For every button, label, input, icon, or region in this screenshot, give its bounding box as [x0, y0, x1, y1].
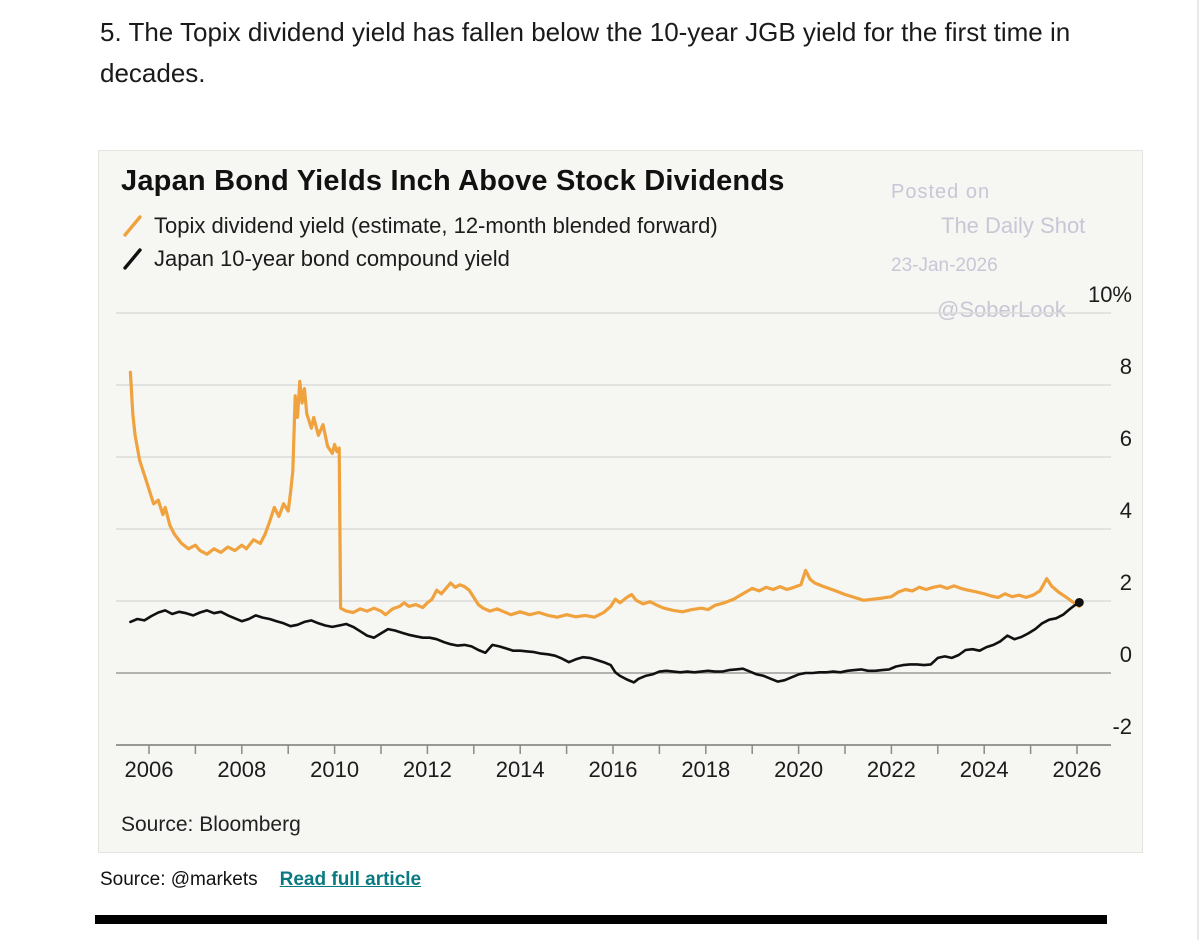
source-prefix: Source: @markets [100, 869, 258, 890]
x-axis-label: 2016 [588, 757, 638, 782]
x-axis-label: 2026 [1052, 757, 1102, 782]
x-axis-label: 2012 [402, 757, 452, 782]
x-axis-label: 2018 [681, 757, 731, 782]
y-axis-label: 8 [1119, 354, 1132, 379]
legend-item: Topix dividend yield (estimate, 12-month… [123, 209, 718, 242]
x-axis-label: 2022 [866, 757, 916, 782]
y-axis-label: 10% [1087, 282, 1132, 307]
y-axis-label: 0 [1119, 642, 1132, 667]
legend-slash-icon [123, 214, 142, 237]
y-axis-label: 4 [1119, 498, 1132, 523]
series-line-jgb [129, 601, 1081, 684]
legend-label: Topix dividend yield (estimate, 12-month… [154, 212, 718, 238]
chart-card: Japan Bond Yields Inch Above Stock Divid… [98, 150, 1143, 853]
x-axis-label: 2014 [495, 757, 545, 782]
y-axis-label: 6 [1119, 426, 1132, 451]
legend-slash-icon [123, 247, 142, 270]
chart-canvas [116, 312, 1111, 754]
y-axis-label: 2 [1119, 570, 1132, 595]
x-axis-label: 2006 [124, 757, 174, 782]
read-full-article-link[interactable]: Read full article [279, 869, 422, 890]
chart-title: Japan Bond Yields Inch Above Stock Divid… [121, 165, 785, 197]
y-axis-label: -2 [1112, 714, 1132, 739]
x-axis-label: 2008 [217, 757, 267, 782]
x-axis-label: 2010 [310, 757, 360, 782]
article-heading: 5. The Topix dividend yield has fallen b… [100, 17, 1071, 89]
chart-source: Source: Bloomberg [121, 813, 301, 836]
watermark-posted-on: Posted on [891, 181, 991, 203]
article-source-line: Source: @markets Read full article [100, 869, 421, 891]
series-end-dot [1074, 597, 1084, 607]
x-axis-label: 2020 [774, 757, 824, 782]
watermark-daily-shot: The Daily Shot [941, 213, 1086, 238]
legend-item: Japan 10-year bond compound yield [123, 242, 718, 275]
chart-legend: Topix dividend yield (estimate, 12-month… [123, 209, 718, 275]
legend-label: Japan 10-year bond compound yield [154, 245, 510, 271]
bottom-divider-bar [95, 915, 1107, 924]
series-line-topix [128, 370, 1081, 619]
watermark-soberlook: @SoberLook [937, 297, 1066, 322]
right-edge-line [1197, 0, 1199, 940]
x-axis-label: 2024 [959, 757, 1009, 782]
watermark-date: 23-Jan-2026 [891, 255, 998, 276]
